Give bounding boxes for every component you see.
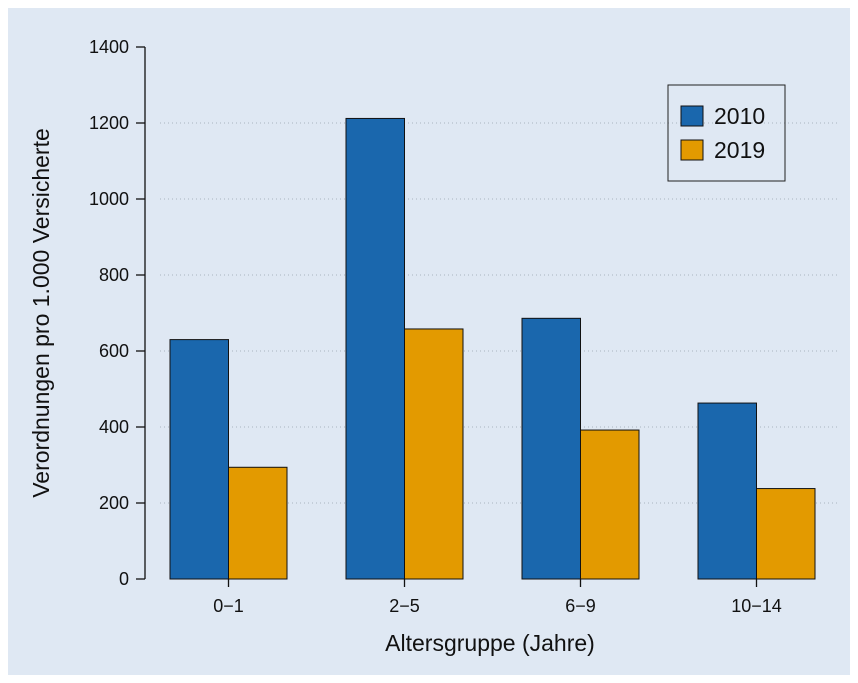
- y-tick-label: 1200: [89, 113, 129, 133]
- y-tick-label: 0: [119, 569, 129, 589]
- legend: 2010 2019: [667, 84, 786, 182]
- bar-2010-0: [169, 339, 229, 580]
- y-tick-label: 400: [99, 417, 129, 437]
- x-tick-label: 0−1: [213, 596, 244, 616]
- grid-lines: [160, 122, 840, 504]
- bar-2010-2: [521, 317, 581, 580]
- bars: [169, 117, 816, 580]
- y-tick-label: 1000: [89, 189, 129, 209]
- y-tick-label: 200: [99, 493, 129, 513]
- bar-2019-2: [580, 429, 640, 580]
- legend-box: [667, 84, 786, 182]
- bar-2019-1: [404, 328, 464, 580]
- legend-label-2019: 2019: [714, 137, 765, 163]
- bar-2019-0: [228, 466, 288, 580]
- y-tick-label: 800: [99, 265, 129, 285]
- x-tick-label: 2−5: [389, 596, 420, 616]
- y-axis-title: Verordnungen pro 1.000 Versicherte: [28, 128, 54, 498]
- x-tick-label: 10−14: [731, 596, 782, 616]
- x-axis: 0−1 2−5 6−9 10−14: [213, 579, 782, 616]
- legend-swatch-2019: [680, 139, 704, 161]
- legend-label-2010: 2010: [714, 103, 765, 129]
- x-axis-title: Altersgruppe (Jahre): [385, 630, 595, 656]
- x-tick-label: 6−9: [565, 596, 596, 616]
- legend-swatch-2010: [680, 105, 704, 127]
- y-axis: 0 200 400 600 800 1000 1200 1400: [89, 37, 146, 589]
- y-tick-label: 1400: [89, 37, 129, 57]
- bar-2010-1: [345, 117, 405, 580]
- y-tick-label: 600: [99, 341, 129, 361]
- bar-2019-3: [756, 488, 816, 580]
- bar-2010-3: [697, 402, 757, 580]
